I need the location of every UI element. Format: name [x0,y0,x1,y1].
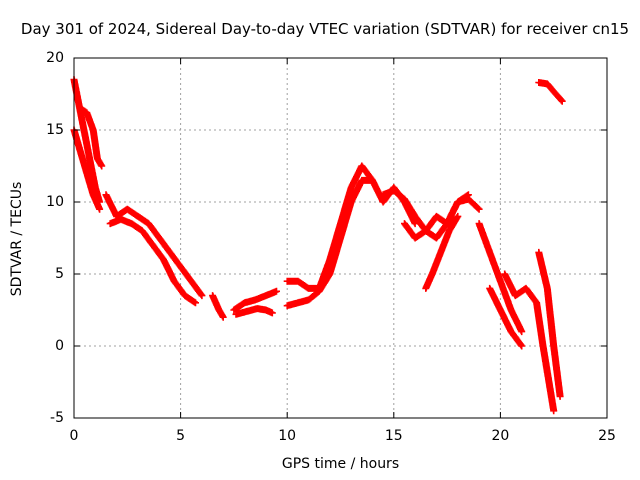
chart-title: Day 301 of 2024, Sidereal Day-to-day VTE… [20,20,630,38]
y-tick-label: 20 [46,50,64,66]
series-markers [76,104,106,170]
x-tick-label: 5 [176,428,186,444]
data-series [283,162,419,292]
data-series [106,215,199,307]
data-series [283,176,376,310]
y-tick-label: 10 [46,194,64,210]
x-tick-label: 10 [278,428,297,444]
x-tick-label: 25 [598,428,616,444]
series-markers [283,162,419,292]
series-markers [401,195,483,242]
data-series [486,284,526,350]
series-markers [486,284,526,350]
y-tick-label: 0 [55,338,64,354]
data-series [230,287,280,314]
grid-lines [74,58,607,418]
x-tick-label: 15 [384,428,403,444]
series-markers [535,248,564,400]
y-axis-label: SDTVAR / TECUs [9,181,25,297]
series-markers [475,220,526,336]
y-tick-label: -5 [50,410,64,426]
x-tick-label: 20 [491,428,510,444]
data-series [501,270,558,415]
data-series [232,305,276,318]
series-markers [535,79,566,105]
data-series [535,79,566,105]
axis-tick-marks [73,57,608,419]
series-markers [230,287,280,314]
data-series [102,191,206,300]
series-markers [501,270,558,415]
series-markers [422,212,462,292]
series-markers [209,292,227,321]
data-series [209,292,227,321]
series-markers [106,215,199,307]
data-series [76,104,106,170]
data-series [535,248,564,400]
plot-frame [73,57,608,419]
x-axis-label: GPS time / hours [281,456,400,472]
x-tick-label: 0 [69,428,79,444]
series-markers [232,305,276,318]
data-series [422,212,462,292]
data-series [401,195,483,242]
y-tick-label: 15 [46,122,64,138]
y-tick-label: 5 [55,266,64,282]
data-series [475,220,526,336]
data-markers [70,76,566,415]
series-markers [102,191,206,300]
series-markers [283,176,376,310]
